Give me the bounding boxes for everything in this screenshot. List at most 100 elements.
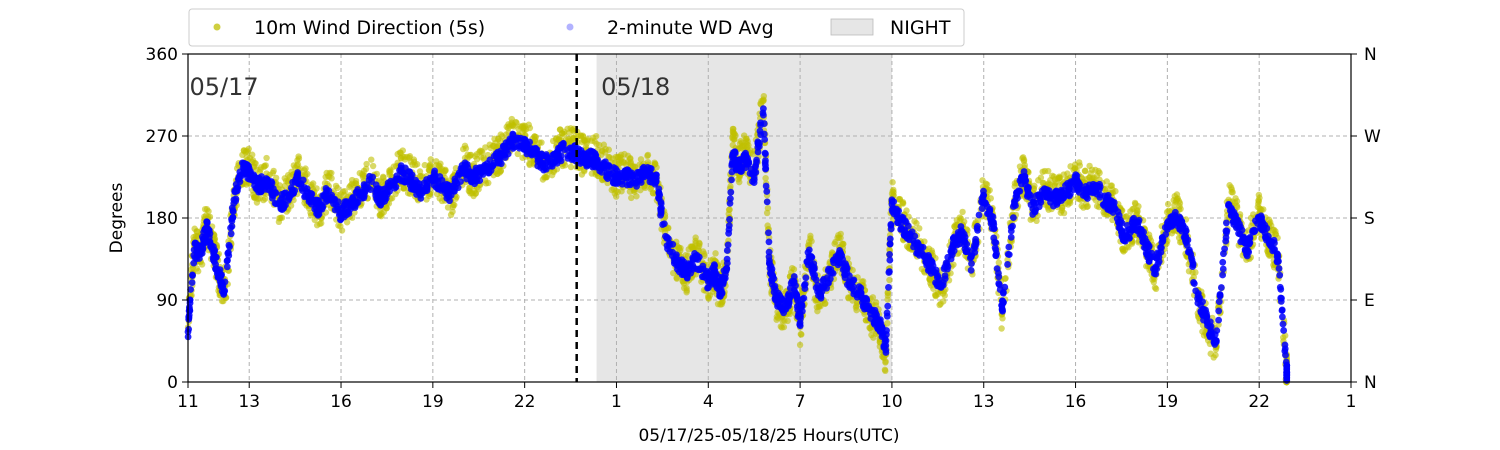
wind-direction-point xyxy=(780,323,788,331)
wd-avg-point xyxy=(430,177,437,185)
wind-direction-point xyxy=(886,276,893,284)
series-layer xyxy=(184,92,1291,386)
wind-direction-point xyxy=(1256,194,1263,202)
wind-direction-point xyxy=(882,367,889,375)
wd-avg-point xyxy=(980,191,988,199)
wd-avg-point xyxy=(806,254,814,261)
wd-avg-point xyxy=(463,161,471,168)
wind-direction-point xyxy=(240,147,248,154)
wind-direction-point xyxy=(416,168,424,175)
wd-avg-point xyxy=(810,260,818,268)
wd-avg-point xyxy=(289,178,297,186)
wd-avg-point xyxy=(268,189,276,197)
wind-direction-point xyxy=(742,135,750,142)
wind-direction-point xyxy=(807,232,814,240)
wd-avg-point xyxy=(257,188,265,196)
legend-marker-wind-direction xyxy=(213,23,221,31)
wd-avg-point xyxy=(720,276,728,284)
wd-avg-point xyxy=(383,190,391,198)
wd-avg-point xyxy=(221,287,229,295)
wd-avg-point xyxy=(417,194,425,202)
wd-avg-point xyxy=(361,183,368,191)
wd-avg-point xyxy=(337,214,345,222)
wind-direction-point xyxy=(1127,208,1134,215)
wind-direction-point xyxy=(760,92,768,100)
wind-direction-point xyxy=(309,180,317,187)
wd-avg-point xyxy=(657,200,665,208)
wind-direction-point xyxy=(425,192,433,200)
wind-direction-point xyxy=(653,164,660,171)
wd-avg-point xyxy=(377,191,385,198)
wind-direction-point xyxy=(514,150,521,158)
wd-avg-point xyxy=(817,290,824,298)
wind-direction-point xyxy=(548,171,556,179)
wind-direction-point xyxy=(205,208,212,215)
wind-direction-point xyxy=(495,135,502,142)
wind-direction-point xyxy=(387,168,394,176)
wind-direction-point xyxy=(798,331,805,338)
wind-direction-point xyxy=(526,124,534,132)
wind-direction-point xyxy=(592,132,600,140)
wind-direction-point xyxy=(466,185,473,192)
wd-avg-point xyxy=(378,198,386,206)
wd-avg-point xyxy=(754,139,762,147)
wind-direction-point xyxy=(744,143,751,151)
wind-direction-point xyxy=(1112,188,1119,195)
wind-direction-point xyxy=(369,162,377,170)
wind-direction-point xyxy=(362,165,370,173)
wd-avg-point xyxy=(961,238,969,246)
wind-direction-point xyxy=(1067,163,1074,170)
wd-avg-point xyxy=(765,238,773,246)
wd-avg-point xyxy=(725,226,733,233)
wind-direction-point xyxy=(1173,191,1181,198)
wind-direction-point xyxy=(808,238,815,245)
wd-avg-point xyxy=(729,152,737,160)
wind-direction-point xyxy=(1045,180,1052,187)
wind-direction-point xyxy=(466,151,474,159)
wd-avg-point xyxy=(876,327,884,334)
wind-direction-point xyxy=(338,227,346,234)
wind-direction-point xyxy=(718,301,725,308)
wind-direction-point xyxy=(853,302,860,309)
wd-avg-point xyxy=(726,200,734,207)
wd-avg-point xyxy=(793,291,801,299)
wind-direction-point xyxy=(1152,285,1160,293)
wd-avg-point xyxy=(623,181,631,189)
wind-direction-point xyxy=(348,180,356,188)
wd-avg-point xyxy=(898,224,905,232)
wd-avg-point xyxy=(233,184,240,192)
wind-direction-point xyxy=(884,296,891,303)
wind-direction-point xyxy=(195,268,202,275)
wind-direction-point xyxy=(316,220,323,228)
wind-direction-point xyxy=(461,142,469,149)
wd-avg-point xyxy=(232,197,240,205)
wd-avg-point xyxy=(240,161,248,169)
wd-avg-point xyxy=(227,230,235,238)
wind-direction-point xyxy=(561,162,569,169)
wd-avg-point xyxy=(759,105,767,113)
wind-direction-point xyxy=(340,191,348,199)
wd-avg-point xyxy=(882,337,890,345)
wd-avg-point xyxy=(796,315,804,323)
wind-direction-point xyxy=(404,153,411,161)
wd-avg-point xyxy=(810,274,818,282)
wind-direction-point xyxy=(838,240,846,248)
wind-direction-point xyxy=(1086,162,1093,170)
wd-avg-point xyxy=(919,243,927,251)
wd-avg-point xyxy=(928,258,936,266)
wd-avg-point xyxy=(968,260,975,267)
wd-avg-point xyxy=(745,158,753,166)
wd-avg-point xyxy=(728,176,735,184)
wd-avg-point xyxy=(295,180,302,188)
wd-avg-point xyxy=(221,278,229,286)
wind-direction-point xyxy=(191,225,198,232)
wd-avg-point xyxy=(763,198,771,206)
wind-direction-point xyxy=(480,154,487,161)
wind-direction-point xyxy=(1176,200,1184,207)
wind-direction-point xyxy=(637,156,645,163)
wd-avg-point xyxy=(423,187,431,194)
wd-avg-point xyxy=(595,164,602,172)
wd-avg-point xyxy=(723,247,731,254)
wd-avg-point xyxy=(790,278,798,286)
